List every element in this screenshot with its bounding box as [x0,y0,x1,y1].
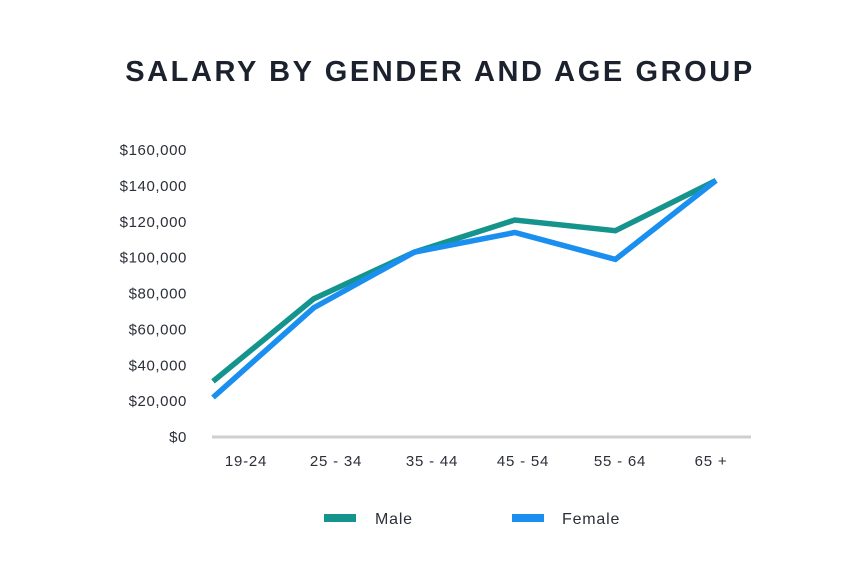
x-tick-label: 55 - 64 [594,453,646,470]
x-tick-label: 35 - 44 [406,453,458,470]
legend-swatch-male [324,514,356,522]
x-axis-ticks: 19-24 25 - 34 35 - 44 45 - 54 55 - 64 65 + [225,453,728,470]
y-tick-label: $80,000 [129,286,187,303]
y-tick-label: $20,000 [129,393,187,410]
legend-label-female: Female [562,511,620,528]
x-tick-label: 65 + [695,453,728,470]
y-tick-label: $0 [169,429,187,446]
x-tick-label: 19-24 [225,453,267,470]
legend-swatch-female [512,514,544,522]
x-tick-label: 45 - 54 [497,453,549,470]
legend: Male Female [324,511,620,528]
y-tick-label: $140,000 [120,178,187,195]
series-line-male [211,178,718,384]
y-tick-label: $40,000 [129,357,187,374]
legend-label-male: Male [375,511,413,528]
series-lines [211,178,718,400]
y-tick-label: $120,000 [120,214,187,231]
y-tick-label: $100,000 [120,250,187,267]
chart-title: SALARY BY GENDER AND AGE GROUP [125,56,755,88]
y-tick-label: $60,000 [129,321,187,338]
y-axis-ticks: $0 $20,000 $40,000 $60,000 $80,000 $100,000 $1… [120,142,187,446]
y-tick-label: $160,000 [120,142,187,159]
series-line-female [211,178,718,400]
x-tick-label: 25 - 34 [310,453,362,470]
